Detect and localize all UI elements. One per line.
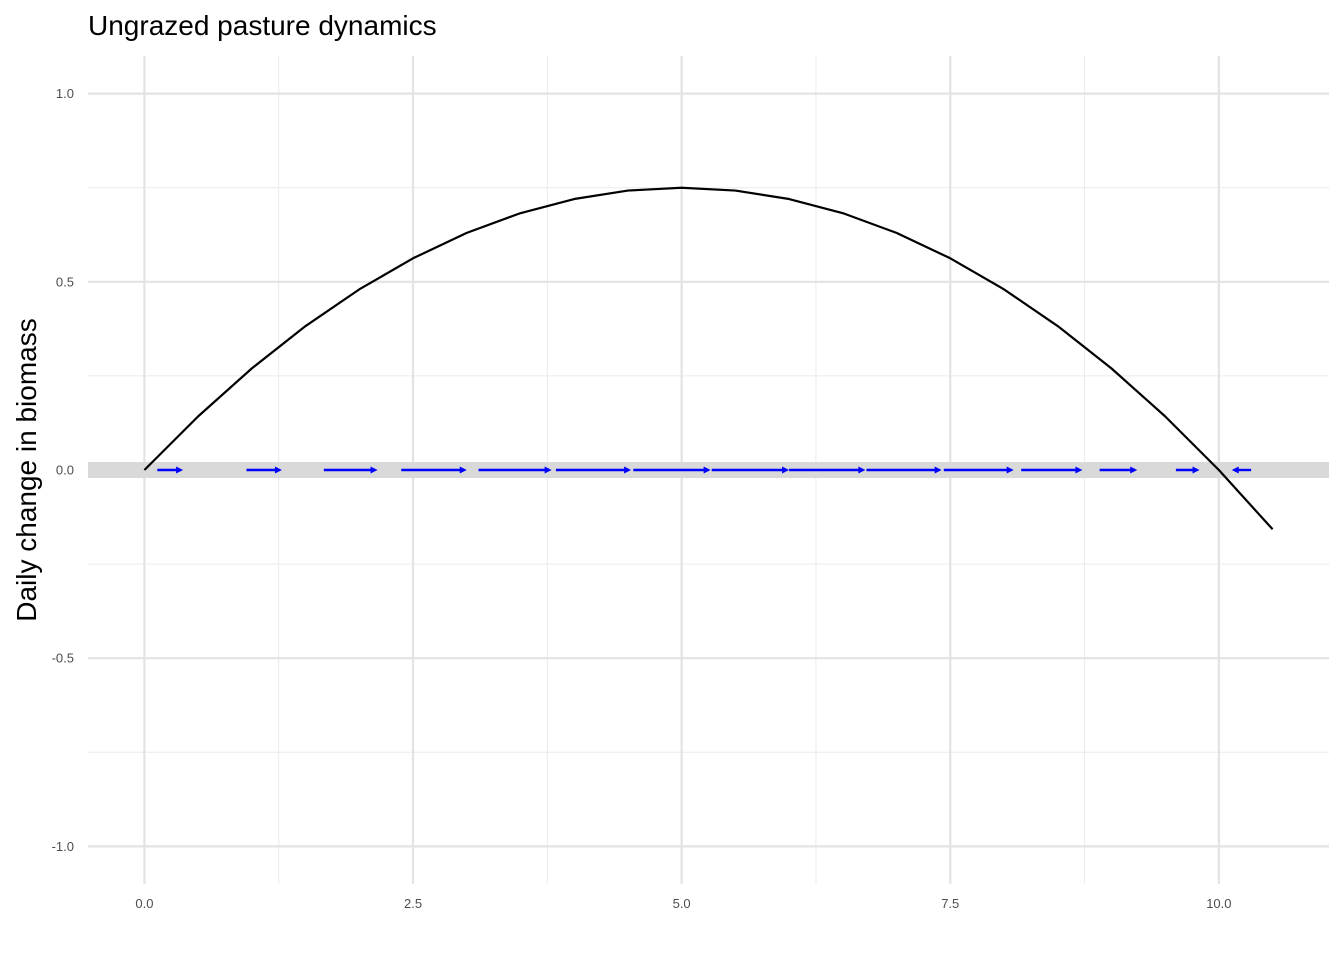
flow-arrow [633,466,711,474]
flow-arrow [1021,466,1083,474]
flow-arrow [1175,466,1200,474]
flow-arrow-head [1006,466,1014,474]
flow-arrow [246,466,282,474]
flow-arrow [711,466,790,474]
flow-arrow [943,466,1014,474]
flow-arrow [789,466,866,474]
flow-arrow [1099,466,1138,474]
y-tick-label: -1.0 [52,839,74,854]
flow-arrow [323,466,378,474]
y-tick-label: 0.0 [56,463,74,478]
flow-arrow [157,466,184,474]
x-tick-label: 7.5 [941,896,959,911]
flow-arrow [401,466,467,474]
y-tick-label: 1.0 [56,86,74,101]
x-tick-label: 5.0 [673,896,691,911]
series-line [143,186,1274,531]
flow-arrow [1231,466,1252,474]
flow-arrow [866,466,942,474]
flow-arrow-head [782,466,790,474]
flow-arrow [555,466,632,474]
y-tick-label: 0.5 [56,274,74,289]
flow-arrow-head [370,466,378,474]
flow-arrow-head [1075,466,1083,474]
flow-arrows [157,466,1252,474]
flow-arrow-head [1231,466,1239,474]
x-tick-label: 10.0 [1206,896,1231,911]
x-tick-label: 2.5 [404,896,422,911]
flow-arrow-head [1130,466,1138,474]
flow-arrow [478,466,552,474]
flow-arrow-head [934,466,942,474]
flow-arrow-head [544,466,552,474]
flow-arrow-head [274,466,282,474]
flow-arrow-head [459,466,467,474]
flow-arrow-head [858,466,866,474]
chart-title: Ungrazed pasture dynamics [88,10,437,41]
flow-arrow-head [1192,466,1200,474]
tick-labels: 0.0 2.5 5.0 7.5 10.0 -1.0 -0.5 0.0 0.5 1.0 [52,86,1232,911]
y-axis-title: Daily change in biomass [11,318,42,622]
series-layer [143,186,1274,531]
flow-arrow-head [624,466,632,474]
y-tick-label: -0.5 [52,651,74,666]
x-tick-label: 0.0 [135,896,153,911]
flow-arrow-head [703,466,711,474]
minor-gridlines [88,56,1329,884]
flow-arrow-head [176,466,184,474]
